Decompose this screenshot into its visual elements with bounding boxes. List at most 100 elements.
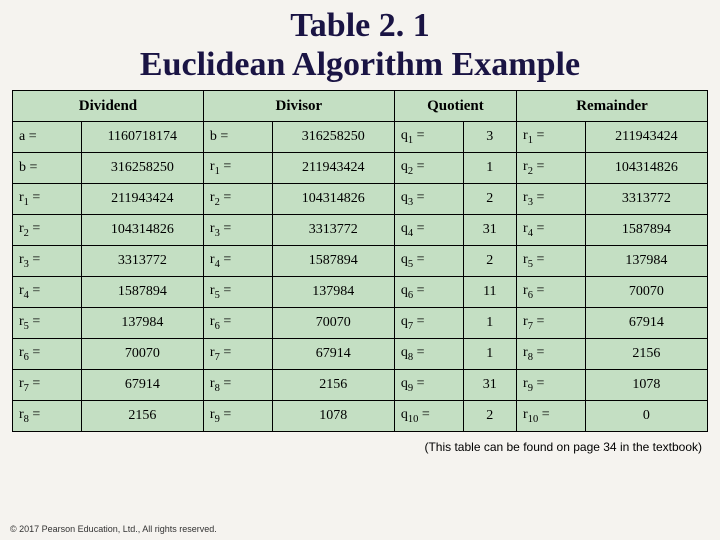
quotient-value: 31 xyxy=(463,370,516,401)
cell-label: r3 = xyxy=(203,215,272,246)
cell-label: q3 = xyxy=(394,184,463,215)
divisor-value: 67914 xyxy=(272,339,394,370)
remainder-value: 1078 xyxy=(585,370,707,401)
divisor-value: 1078 xyxy=(272,401,394,432)
cell-label: r6 = xyxy=(203,308,272,339)
cell-label: r6 = xyxy=(13,339,82,370)
table-header: Dividend Divisor Quotient Remainder xyxy=(13,91,708,122)
table-row: a =1160718174b =316258250q1 =3r1 =211943… xyxy=(13,122,708,153)
dividend-value: 316258250 xyxy=(81,153,203,184)
remainder-value: 3313772 xyxy=(585,184,707,215)
table-row: r4 =1587894r5 =137984q6 =11r6 =70070 xyxy=(13,277,708,308)
table-row: r1 =211943424r2 =104314826q3 =2r3 =33137… xyxy=(13,184,708,215)
cell-label: q1 = xyxy=(394,122,463,153)
quotient-value: 1 xyxy=(463,339,516,370)
cell-label: a = xyxy=(13,122,82,153)
col-dividend: Dividend xyxy=(13,91,204,122)
quotient-value: 1 xyxy=(463,308,516,339)
table-body: a =1160718174b =316258250q1 =3r1 =211943… xyxy=(13,122,708,432)
cell-label: q2 = xyxy=(394,153,463,184)
quotient-value: 2 xyxy=(463,184,516,215)
cell-label: r8 = xyxy=(517,339,586,370)
dividend-value: 67914 xyxy=(81,370,203,401)
divisor-value: 137984 xyxy=(272,277,394,308)
cell-label: q7 = xyxy=(394,308,463,339)
dividend-value: 2156 xyxy=(81,401,203,432)
cell-label: q4 = xyxy=(394,215,463,246)
cell-label: r7 = xyxy=(13,370,82,401)
dividend-value: 104314826 xyxy=(81,215,203,246)
table-row: r3 =3313772r4 =1587894q5 =2r5 =137984 xyxy=(13,246,708,277)
remainder-value: 0 xyxy=(585,401,707,432)
cell-label: r7 = xyxy=(203,339,272,370)
divisor-value: 2156 xyxy=(272,370,394,401)
euclid-table: Dividend Divisor Quotient Remainder a =1… xyxy=(12,90,708,432)
cell-label: r8 = xyxy=(203,370,272,401)
title-line-1: Table 2. 1 xyxy=(290,7,430,44)
divisor-value: 1587894 xyxy=(272,246,394,277)
remainder-value: 1587894 xyxy=(585,215,707,246)
table-row: b =316258250r1 =211943424q2 =1r2 =104314… xyxy=(13,153,708,184)
table-caption: (This table can be found on page 34 in t… xyxy=(12,440,702,454)
col-quotient: Quotient xyxy=(394,91,516,122)
cell-label: q9 = xyxy=(394,370,463,401)
cell-label: r5 = xyxy=(517,246,586,277)
cell-label: r5 = xyxy=(203,277,272,308)
col-remainder: Remainder xyxy=(517,91,708,122)
dividend-value: 137984 xyxy=(81,308,203,339)
table-row: r8 =2156r9 =1078q10 =2r10 =0 xyxy=(13,401,708,432)
quotient-value: 2 xyxy=(463,401,516,432)
cell-label: r2 = xyxy=(203,184,272,215)
divisor-value: 211943424 xyxy=(272,153,394,184)
divisor-value: 316258250 xyxy=(272,122,394,153)
remainder-value: 2156 xyxy=(585,339,707,370)
cell-label: r6 = xyxy=(517,277,586,308)
cell-label: b = xyxy=(203,122,272,153)
remainder-value: 67914 xyxy=(585,308,707,339)
page-title: Table 2. 1 Euclidean Algorithm Example xyxy=(12,6,708,84)
cell-label: r3 = xyxy=(13,246,82,277)
cell-label: r2 = xyxy=(517,153,586,184)
dividend-value: 1160718174 xyxy=(81,122,203,153)
cell-label: r4 = xyxy=(517,215,586,246)
table-row: r6 =70070r7 =67914q8 =1r8 =2156 xyxy=(13,339,708,370)
cell-label: r8 = xyxy=(13,401,82,432)
cell-label: r4 = xyxy=(13,277,82,308)
table-row: r5 =137984r6 =70070q7 =1r7 =67914 xyxy=(13,308,708,339)
copyright-text: © 2017 Pearson Education, Ltd., All righ… xyxy=(10,524,217,534)
remainder-value: 70070 xyxy=(585,277,707,308)
col-divisor: Divisor xyxy=(203,91,394,122)
cell-label: b = xyxy=(13,153,82,184)
table-row: r2 =104314826r3 =3313772q4 =31r4 =158789… xyxy=(13,215,708,246)
remainder-value: 104314826 xyxy=(585,153,707,184)
remainder-value: 211943424 xyxy=(585,122,707,153)
quotient-value: 31 xyxy=(463,215,516,246)
quotient-value: 1 xyxy=(463,153,516,184)
cell-label: r2 = xyxy=(13,215,82,246)
remainder-value: 137984 xyxy=(585,246,707,277)
table-row: r7 =67914r8 =2156q9 =31r9 =1078 xyxy=(13,370,708,401)
dividend-value: 3313772 xyxy=(81,246,203,277)
cell-label: r5 = xyxy=(13,308,82,339)
dividend-value: 211943424 xyxy=(81,184,203,215)
quotient-value: 2 xyxy=(463,246,516,277)
dividend-value: 1587894 xyxy=(81,277,203,308)
cell-label: r1 = xyxy=(13,184,82,215)
cell-label: r10 = xyxy=(517,401,586,432)
cell-label: r4 = xyxy=(203,246,272,277)
quotient-value: 11 xyxy=(463,277,516,308)
cell-label: r1 = xyxy=(203,153,272,184)
divisor-value: 104314826 xyxy=(272,184,394,215)
quotient-value: 3 xyxy=(463,122,516,153)
cell-label: q5 = xyxy=(394,246,463,277)
cell-label: q8 = xyxy=(394,339,463,370)
cell-label: r3 = xyxy=(517,184,586,215)
cell-label: r9 = xyxy=(517,370,586,401)
divisor-value: 70070 xyxy=(272,308,394,339)
cell-label: r7 = xyxy=(517,308,586,339)
title-line-2: Euclidean Algorithm Example xyxy=(140,46,580,83)
cell-label: r1 = xyxy=(517,122,586,153)
cell-label: r9 = xyxy=(203,401,272,432)
cell-label: q10 = xyxy=(394,401,463,432)
divisor-value: 3313772 xyxy=(272,215,394,246)
